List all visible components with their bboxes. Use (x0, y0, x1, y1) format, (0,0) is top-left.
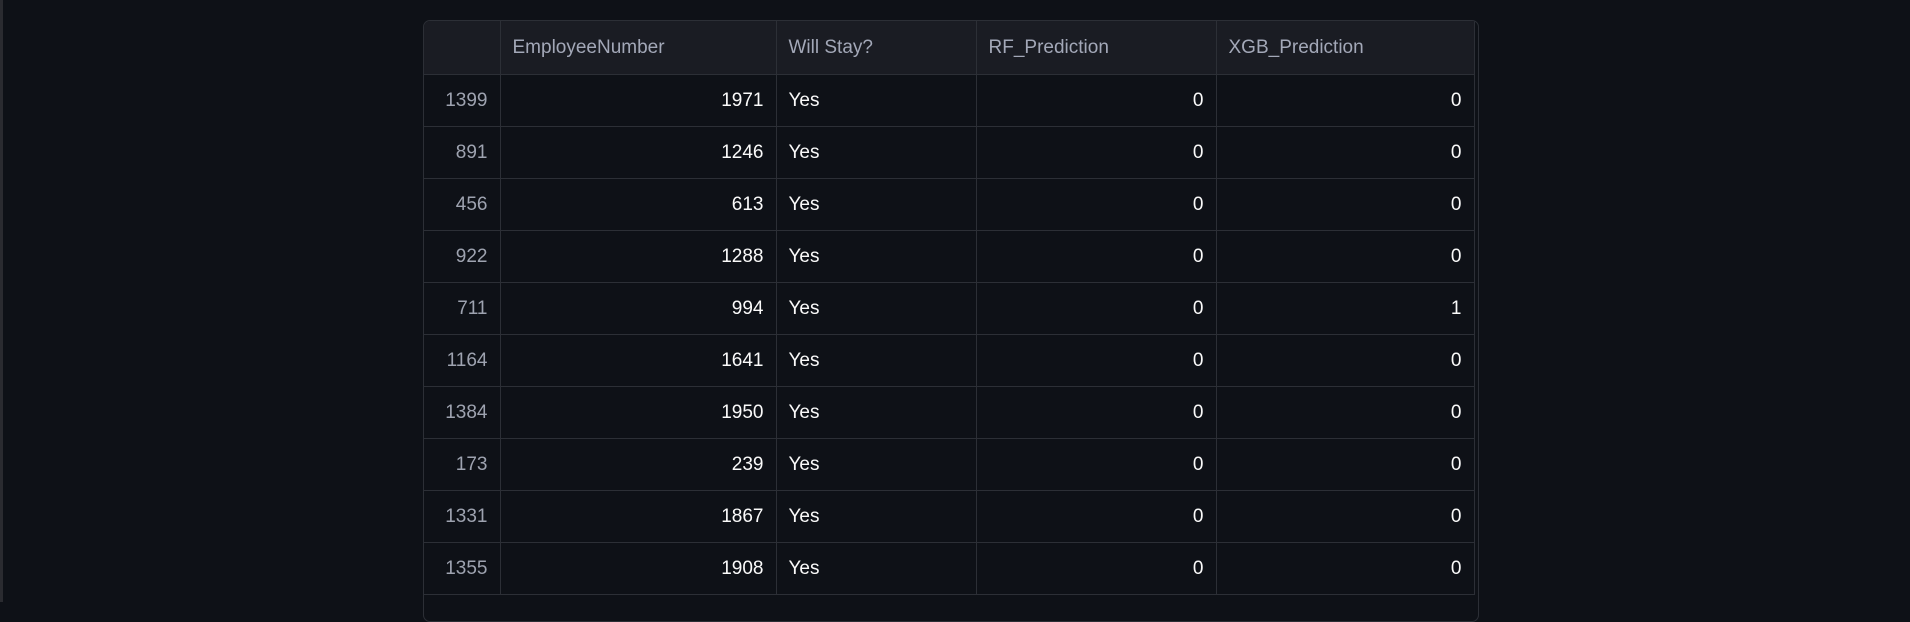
table-body: 1399 1971 Yes 0 0 891 1246 Yes 0 0 456 613 Yes 0 0 922 1… (424, 74, 1475, 595)
xgb-prediction-cell[interactable]: 0 (1216, 490, 1475, 543)
employee-number-cell[interactable]: 1246 (500, 126, 777, 179)
row-index-cell[interactable]: 922 (424, 230, 501, 283)
will-stay-cell[interactable]: Yes (776, 74, 977, 127)
employee-number-cell[interactable]: 1641 (500, 334, 777, 387)
row-index-cell[interactable]: 1355 (424, 542, 501, 595)
will-stay-cell[interactable]: Yes (776, 438, 977, 491)
column-header-xgb-prediction[interactable]: XGB_Prediction (1216, 21, 1475, 75)
xgb-prediction-cell[interactable]: 0 (1216, 74, 1475, 127)
rf-prediction-cell[interactable]: 0 (976, 334, 1217, 387)
rf-prediction-cell[interactable]: 0 (976, 126, 1217, 179)
table-row: 1331 1867 Yes 0 0 (424, 490, 1475, 543)
xgb-prediction-cell[interactable]: 1 (1216, 282, 1475, 335)
xgb-prediction-cell[interactable]: 0 (1216, 126, 1475, 179)
xgb-prediction-cell[interactable]: 0 (1216, 334, 1475, 387)
row-index-cell[interactable]: 456 (424, 178, 501, 231)
xgb-prediction-cell[interactable]: 0 (1216, 386, 1475, 439)
employee-number-cell[interactable]: 239 (500, 438, 777, 491)
employee-number-cell[interactable]: 1867 (500, 490, 777, 543)
column-header-rf-prediction[interactable]: RF_Prediction (976, 21, 1217, 75)
row-index-cell[interactable]: 891 (424, 126, 501, 179)
xgb-prediction-cell[interactable]: 0 (1216, 438, 1475, 491)
table-row: 1399 1971 Yes 0 0 (424, 74, 1475, 127)
will-stay-cell[interactable]: Yes (776, 178, 977, 231)
index-header (424, 21, 501, 75)
row-index-cell[interactable]: 173 (424, 438, 501, 491)
row-index-cell[interactable]: 1164 (424, 334, 501, 387)
column-header-employee-number[interactable]: EmployeeNumber (500, 21, 777, 75)
will-stay-cell[interactable]: Yes (776, 490, 977, 543)
rf-prediction-cell[interactable]: 0 (976, 386, 1217, 439)
window-edge (0, 0, 3, 602)
header-row: EmployeeNumber Will Stay? RF_Prediction … (424, 21, 1475, 75)
data-table: EmployeeNumber Will Stay? RF_Prediction … (424, 21, 1475, 595)
column-header-will-stay[interactable]: Will Stay? (776, 21, 977, 75)
will-stay-cell[interactable]: Yes (776, 334, 977, 387)
employee-number-cell[interactable]: 994 (500, 282, 777, 335)
employee-number-cell[interactable]: 613 (500, 178, 777, 231)
rf-prediction-cell[interactable]: 0 (976, 178, 1217, 231)
table-row: 173 239 Yes 0 0 (424, 438, 1475, 491)
row-index-cell[interactable]: 1331 (424, 490, 501, 543)
employee-number-cell[interactable]: 1908 (500, 542, 777, 595)
will-stay-cell[interactable]: Yes (776, 126, 977, 179)
will-stay-cell[interactable]: Yes (776, 386, 977, 439)
rf-prediction-cell[interactable]: 0 (976, 438, 1217, 491)
table-row: 456 613 Yes 0 0 (424, 178, 1475, 231)
dataframe[interactable]: EmployeeNumber Will Stay? RF_Prediction … (423, 20, 1479, 622)
rf-prediction-cell[interactable]: 0 (976, 542, 1217, 595)
will-stay-cell[interactable]: Yes (776, 230, 977, 283)
table-row: 1355 1908 Yes 0 0 (424, 542, 1475, 595)
employee-number-cell[interactable]: 1288 (500, 230, 777, 283)
row-index-cell[interactable]: 1384 (424, 386, 501, 439)
rf-prediction-cell[interactable]: 0 (976, 74, 1217, 127)
table-row: 711 994 Yes 0 1 (424, 282, 1475, 335)
rf-prediction-cell[interactable]: 0 (976, 230, 1217, 283)
row-index-cell[interactable]: 711 (424, 282, 501, 335)
row-index-cell[interactable]: 1399 (424, 74, 501, 127)
will-stay-cell[interactable]: Yes (776, 542, 977, 595)
xgb-prediction-cell[interactable]: 0 (1216, 178, 1475, 231)
xgb-prediction-cell[interactable]: 0 (1216, 230, 1475, 283)
table-row: 1164 1641 Yes 0 0 (424, 334, 1475, 387)
rf-prediction-cell[interactable]: 0 (976, 282, 1217, 335)
table-row: 922 1288 Yes 0 0 (424, 230, 1475, 283)
employee-number-cell[interactable]: 1950 (500, 386, 777, 439)
employee-number-cell[interactable]: 1971 (500, 74, 777, 127)
xgb-prediction-cell[interactable]: 0 (1216, 542, 1475, 595)
table-row: 1384 1950 Yes 0 0 (424, 386, 1475, 439)
table-row: 891 1246 Yes 0 0 (424, 126, 1475, 179)
rf-prediction-cell[interactable]: 0 (976, 490, 1217, 543)
will-stay-cell[interactable]: Yes (776, 282, 977, 335)
